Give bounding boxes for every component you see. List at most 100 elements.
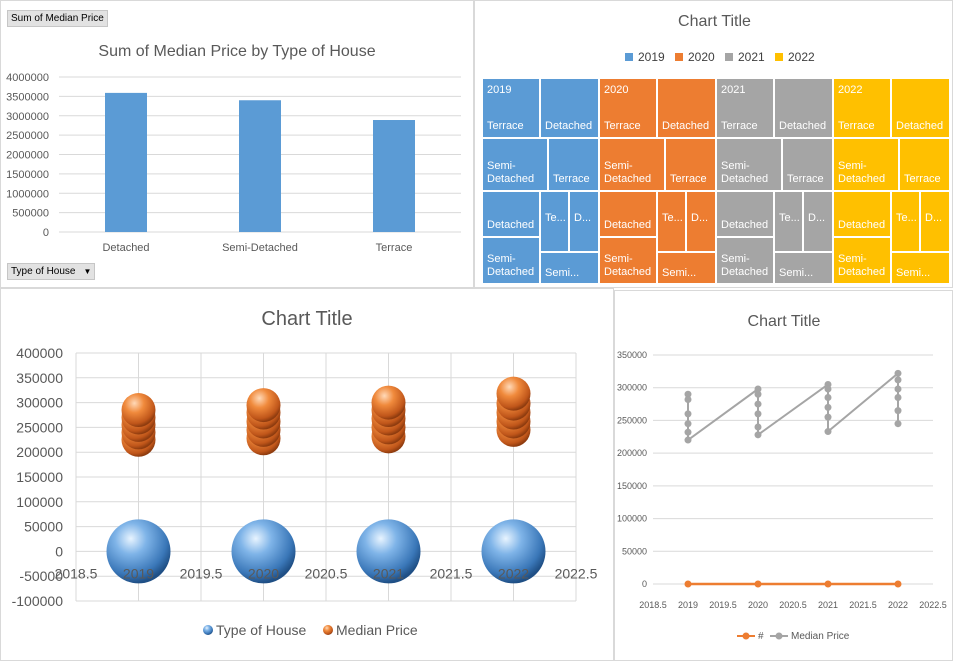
legend-label-median-price: Median Price: [336, 622, 418, 638]
legend-swatch: [775, 53, 783, 61]
treemap-cell-label: Te...: [779, 212, 800, 224]
median-price-marker: [824, 413, 832, 421]
treemap-cell: Detached: [774, 78, 833, 138]
bubble-y-tick-label: 50000: [24, 519, 63, 535]
bubble-y-tick-label: 0: [55, 543, 63, 559]
treemap-cell: Semi- Detached: [833, 237, 891, 284]
bubble-y-tick-label: -50000: [19, 568, 63, 584]
treemap-area: 2019 Terrace Detached Semi- Detached Terrace D…: [482, 78, 950, 284]
treemap-cell: Semi- Detached: [482, 138, 548, 191]
legend-swatch: [625, 53, 633, 61]
line-y-tick-label: 0: [642, 579, 647, 589]
treemap-cell-label: Semi- Detached: [604, 253, 652, 278]
treemap-cell: Detached: [716, 191, 774, 237]
line-y-tick-label: 100000: [617, 514, 647, 524]
treemap-cell-label: Te...: [896, 212, 917, 224]
treemap-legend-item: 2020: [675, 50, 715, 64]
treemap-cell-label: Semi- Detached: [487, 253, 535, 278]
median-price-marker: [894, 394, 902, 402]
median-price-marker: [684, 410, 692, 418]
bar-y-tick-label: 1500000: [6, 169, 49, 181]
count-marker: [894, 580, 902, 588]
bubble-chart-title: Chart Title: [261, 308, 352, 330]
median-price-bubble: [246, 388, 281, 423]
bubble-y-tick-label: 200000: [16, 444, 63, 460]
treemap-cell: D...: [803, 191, 833, 252]
count-marker: [754, 580, 762, 588]
treemap-cell: Semi- Detached: [833, 138, 899, 191]
line-y-tick-label: 350000: [617, 350, 647, 360]
dropdown-arrow-icon: ▼: [83, 267, 92, 276]
line-x-tick-label: 2019: [678, 600, 698, 610]
bar-y-tick-label: 2000000: [6, 150, 49, 162]
treemap-cell-label: Semi...: [662, 267, 697, 279]
treemap-cell: Detached: [482, 191, 540, 237]
treemap-cell: Semi- Detached: [482, 237, 540, 284]
line-y-tick-label: 150000: [617, 481, 647, 491]
line-y-tick-label: 50000: [622, 546, 647, 556]
treemap-cell-label: Semi...: [779, 267, 814, 279]
treemap-cell: Te...: [891, 191, 920, 252]
bar-y-tick-label: 2500000: [6, 130, 49, 142]
median-price-marker: [684, 395, 692, 403]
treemap-cell-label: Semi- Detached: [604, 160, 652, 185]
treemap-cell: 2021 Terrace: [716, 78, 774, 138]
legend-label-median-price: Median Price: [791, 631, 850, 642]
median-price-marker: [894, 407, 902, 415]
median-price-bubble: [371, 385, 406, 420]
bar-chart-title: Sum of Median Price by Type of House: [98, 43, 375, 60]
median-price-bubble: [121, 393, 156, 428]
bubble-x-tick-label: 2020.5: [305, 565, 348, 581]
median-price-marker: [754, 423, 762, 431]
treemap-group-label: 2022: [838, 84, 863, 96]
bubble-y-tick-label: 250000: [16, 419, 63, 435]
median-price-marker: [894, 376, 902, 384]
treemap-cell: Te...: [774, 191, 803, 252]
treemap-group-label: 2019: [487, 84, 512, 96]
line-chart-title: Chart Title: [748, 313, 821, 330]
legend-label: 2022: [788, 50, 815, 64]
treemap-cell-label: Terrace: [670, 173, 707, 185]
bubble-chart: Chart Title 400000 350000 300000 250000 2000…: [12, 308, 598, 638]
median-price-marker: [824, 403, 832, 411]
bubble-y-tick-label: 350000: [16, 370, 63, 386]
type-of-house-filter-button[interactable]: Type of House ▼: [7, 263, 96, 280]
legend-marker-median-price: [323, 625, 333, 635]
treemap-cell-label: D...: [691, 212, 709, 224]
treemap-group-label: 2021: [721, 84, 746, 96]
legend-label: 2019: [638, 50, 665, 64]
treemap-cell-label: Semi- Detached: [487, 160, 535, 185]
count-marker: [684, 580, 692, 588]
bubble-y-tick-label: 400000: [16, 345, 63, 361]
median-price-marker: [824, 385, 832, 393]
bubble-x-tick-label: 2019.5: [180, 565, 223, 581]
treemap-cell-label: Semi...: [545, 267, 580, 279]
treemap-cell: Detached: [540, 78, 599, 138]
treemap-group-label: 2020: [604, 84, 629, 96]
treemap-cell-label: Detached: [896, 120, 944, 132]
treemap-cell-label: D...: [925, 212, 943, 224]
type-of-house-bubble: [356, 519, 421, 584]
treemap-cell-label: Terrace: [487, 120, 524, 132]
median-price-marker: [824, 394, 832, 402]
treemap-cell-label: Semi- Detached: [721, 160, 769, 185]
line-chart: Chart Title 350000 300000 250000 200000 1500…: [617, 313, 947, 642]
treemap-cell: Terrace: [899, 138, 950, 191]
bar-y-tick-label: 1000000: [6, 188, 49, 200]
treemap-cell-label: Detached: [838, 219, 886, 231]
treemap-cell: 2020 Terrace: [599, 78, 657, 138]
treemap-cell: Semi...: [774, 252, 833, 284]
bar-y-tick-label: 3500000: [6, 91, 49, 103]
median-price-marker: [684, 390, 692, 398]
treemap-cell: D...: [569, 191, 599, 252]
bar-x-tick-label: Terrace: [376, 242, 413, 254]
sum-of-median-price-button[interactable]: Sum of Median Price: [7, 10, 108, 27]
treemap-cell-label: Detached: [779, 120, 827, 132]
treemap-cell: Semi- Detached: [599, 138, 665, 191]
type-of-house-bubble: [231, 519, 296, 584]
bubble-chart-panel: Chart Title 400000 350000 300000 250000 2000…: [0, 288, 614, 661]
treemap-cell-label: Semi- Detached: [721, 253, 769, 278]
bar-y-tick-label: 500000: [12, 208, 49, 220]
legend-marker-median-price: [775, 632, 783, 640]
line-x-tick-label: 2021: [818, 600, 838, 610]
